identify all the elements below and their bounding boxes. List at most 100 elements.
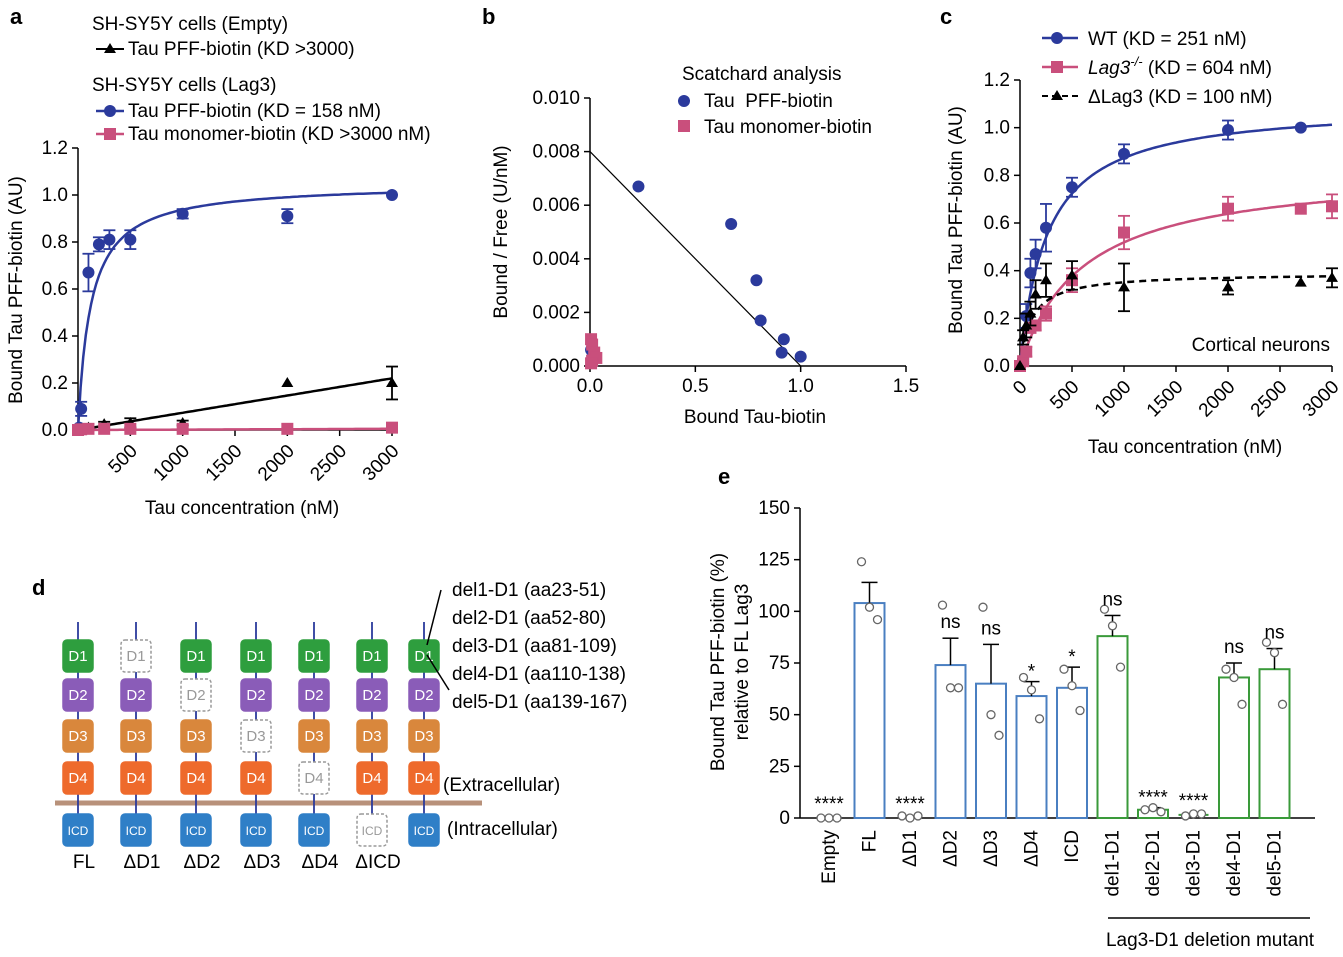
x-tick-label: 0 xyxy=(1009,377,1031,399)
data-point-1 xyxy=(281,377,294,387)
chart-b-xlabel: Bound Tau-biotin xyxy=(684,407,826,428)
construct-label: ΔD4 xyxy=(302,852,339,873)
data-point-0 xyxy=(82,266,95,279)
construct-label: ΔICD xyxy=(355,852,400,873)
data-point-1 xyxy=(1294,202,1307,215)
bar xyxy=(1015,695,1048,819)
domain-box-d4 xyxy=(120,761,152,795)
legend-c-square-marker xyxy=(1051,61,1063,73)
y-tick-label: 1.2 xyxy=(42,138,68,159)
domain-label-d3: D3 xyxy=(414,728,433,745)
replicate-point xyxy=(1034,714,1045,724)
domain-box-icd xyxy=(180,813,212,847)
domain-label-icd: ICD xyxy=(414,824,435,838)
domain-box-d1 xyxy=(180,639,212,673)
chart-a: Bound Tau PFF-biotin (AU) Tau concentrat… xyxy=(6,138,404,519)
replicate-point xyxy=(994,730,1004,740)
y-tick-label: 1.2 xyxy=(984,70,1010,91)
deletion-bracket-line xyxy=(426,589,442,646)
chart-e-ylabel: Bound Tau PFF-biotin (%) xyxy=(708,553,729,771)
domain-box-d3 xyxy=(62,719,94,753)
chart-e: Bound Tau PFF-biotin (%) relative to FL … xyxy=(708,498,1315,951)
y-tick-label: 0.0 xyxy=(42,420,68,441)
significance-label: **** xyxy=(1179,791,1209,812)
legend-c-entry-ko: Lag3-/- (KD = 604 nM) xyxy=(1088,54,1272,79)
data-point-0 xyxy=(1066,181,1078,194)
legend-c-ko-gene: Lag3 xyxy=(1088,58,1131,79)
data-point-2 xyxy=(1017,331,1030,342)
replicate-point xyxy=(1237,699,1247,709)
domain-label-d2: D2 xyxy=(362,687,381,704)
y-tick-label: 0.0 xyxy=(984,356,1010,377)
data-point-0 xyxy=(1222,124,1234,137)
y-tick-label: 0.010 xyxy=(532,88,580,109)
construct-label: FL xyxy=(73,852,95,873)
data-point-2 xyxy=(82,422,95,435)
replicate-point xyxy=(1059,664,1069,674)
fit-curve-0 xyxy=(76,191,393,431)
data-point-0 xyxy=(1118,147,1130,160)
deletion-bracket-line-2 xyxy=(426,654,450,691)
fit-curve-1 xyxy=(77,377,393,432)
legend-c-ko-kd: (KD = 604 nM) xyxy=(1143,58,1272,79)
domain-label-d2: D2 xyxy=(68,687,87,704)
chart-c-ylabel: Bound Tau PFF-biotin (AU) xyxy=(946,106,967,334)
category-label: del4-D1 xyxy=(1224,830,1245,897)
x-tick-label: 1500 xyxy=(1143,377,1188,422)
data-point-0 xyxy=(750,274,763,287)
y-tick-label: 0.2 xyxy=(984,308,1010,329)
bar xyxy=(1258,668,1291,820)
chart-a-xlabel: Tau concentration (nM) xyxy=(145,498,339,519)
fit-curve-0 xyxy=(1018,123,1333,367)
bar xyxy=(853,602,886,819)
domain-box-d2 xyxy=(120,678,152,712)
deletion-item: del4-D1 (aa110-138) xyxy=(452,664,626,685)
legend-c-circle-marker xyxy=(1051,32,1063,44)
x-tick-label: 2500 xyxy=(1247,377,1292,422)
extracellular-label: (Extracellular) xyxy=(443,775,560,796)
chart-b-ylabel: Bound / Free (U/nM) xyxy=(491,145,512,318)
domain-box-icd xyxy=(298,813,330,847)
replicate-point xyxy=(1269,648,1280,658)
legend-c-dlag3-kd: (KD = 100 nM) xyxy=(1143,87,1272,108)
panel-label-a: a xyxy=(10,4,23,29)
legend-b-entry-pff: Tau PFF-biotin xyxy=(704,91,833,112)
data-point-0 xyxy=(725,217,738,230)
replicate-point xyxy=(1221,664,1231,674)
domain-box-d2 xyxy=(298,678,330,712)
domain-box-d3 xyxy=(408,719,440,753)
domain-box-d4 xyxy=(180,761,212,795)
deletion-item: del5-D1 (aa139-167) xyxy=(452,692,627,713)
replicate-point xyxy=(937,600,948,610)
x-tick-label: 0.0 xyxy=(577,376,603,397)
domain-label-d3: D3 xyxy=(68,728,87,745)
replicate-point xyxy=(1026,685,1037,695)
panel-label-c: c xyxy=(940,4,952,29)
y-tick-label: 25 xyxy=(769,756,790,777)
domain-label-d2: D2 xyxy=(246,687,265,704)
replicate-point xyxy=(816,813,826,823)
chart-c-annotation: Cortical neurons xyxy=(1192,335,1330,356)
replicate-point xyxy=(1107,621,1118,631)
data-point-0 xyxy=(775,346,788,359)
domain-label-d2: D2 xyxy=(414,687,433,704)
domain-label-d3: D3 xyxy=(246,728,265,745)
domain-label-d1: D1 xyxy=(304,648,323,665)
domain-box-d3 xyxy=(298,719,330,753)
chart-e-ylabel-2: relative to FL Lag3 xyxy=(732,584,753,741)
domain-label-d1: D1 xyxy=(186,648,205,665)
category-label: del1-D1 xyxy=(1103,830,1124,897)
replicate-point xyxy=(905,813,915,823)
legend-b-entry-mono: Tau monomer-biotin xyxy=(704,117,872,138)
data-point-1 xyxy=(1020,345,1033,358)
domain-label-d2: D2 xyxy=(304,687,323,704)
data-point-0 xyxy=(103,233,116,246)
y-tick-label: 0.004 xyxy=(532,249,580,270)
data-point-0 xyxy=(75,402,88,415)
data-point-2 xyxy=(1118,281,1130,292)
significance-label: ns xyxy=(981,618,1001,639)
domain-box-d1 xyxy=(120,639,152,673)
significance-label: ns xyxy=(940,612,960,633)
data-point-0 xyxy=(281,210,294,223)
